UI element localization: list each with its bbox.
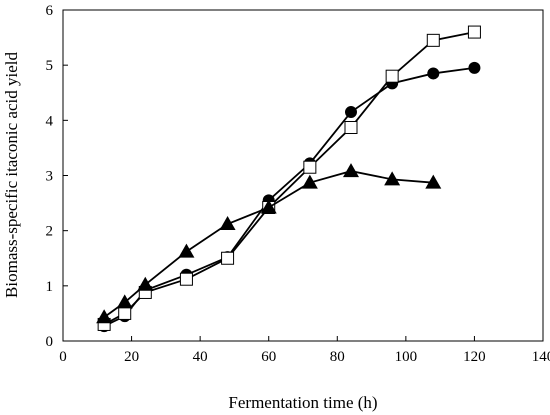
data-point-triangle (219, 216, 236, 231)
data-point-triangle (384, 171, 401, 186)
data-point-square (467, 25, 481, 39)
y-tick-label: 3 (46, 169, 54, 185)
data-point-triangle (301, 174, 318, 189)
series-triangle-filled (96, 163, 442, 324)
x-tick-label: 80 (330, 349, 345, 365)
data-point-triangle (116, 294, 133, 309)
y-axis-title: Biomass-specific itaconic acid yield (2, 52, 21, 298)
series-square-open (97, 25, 481, 331)
series-line (103, 31, 475, 326)
plot-area-frame (62, 9, 544, 342)
data-point-square (118, 306, 132, 320)
y-tick-label: 2 (46, 224, 54, 240)
x-tick-label: 0 (59, 349, 67, 365)
x-tick-label: 60 (261, 349, 276, 365)
tick-marks (62, 9, 544, 342)
x-tick-label: 100 (395, 349, 418, 365)
data-point-circle (427, 67, 440, 80)
series-circle-filled (98, 61, 481, 333)
y-tick-label: 4 (46, 113, 54, 129)
data-point-triangle (343, 163, 359, 178)
y-tick-label: 0 (46, 334, 54, 350)
x-tick-label: 140 (532, 349, 550, 365)
x-tick-label: 120 (463, 349, 486, 365)
data-point-triangle (260, 199, 277, 214)
data-point-triangle (178, 243, 195, 258)
data-point-square (426, 33, 440, 47)
data-point-triangle (96, 309, 113, 324)
y-tick-label: 6 (46, 3, 54, 19)
x-axis-title: Fermentation time (h) (228, 393, 377, 412)
data-point-triangle (425, 174, 442, 189)
x-tick-label: 20 (124, 349, 139, 365)
data-point-square (303, 160, 317, 174)
data-point-circle (468, 61, 481, 74)
data-point-square (344, 121, 358, 135)
y-tick-label: 1 (46, 279, 54, 295)
data-point-circle (345, 106, 357, 119)
series-layer (96, 25, 481, 333)
series-line (103, 170, 434, 319)
x-tick-label: 40 (193, 349, 208, 365)
data-point-square (179, 272, 193, 286)
data-point-square (385, 69, 399, 83)
y-tick-label: 5 (46, 58, 54, 74)
data-point-square (221, 251, 235, 265)
data-point-triangle (137, 276, 154, 291)
tick-labels: 0 20 40 60 80 100 120 140 0 1 2 3 4 5 6 (46, 3, 550, 365)
